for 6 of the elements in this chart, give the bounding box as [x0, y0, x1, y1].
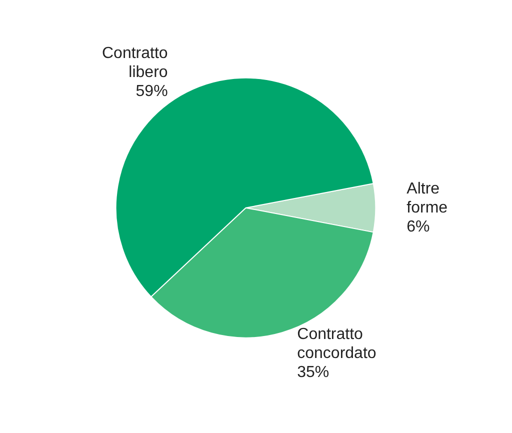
data-label: 6%	[406, 218, 430, 236]
slice-label: Contratto libero	[102, 44, 168, 81]
data-label: 35%	[297, 364, 330, 382]
data-label: 59%	[136, 82, 168, 100]
slice-label: Altre forme	[406, 180, 448, 216]
slice-label: Contratto concordato	[297, 326, 376, 362]
